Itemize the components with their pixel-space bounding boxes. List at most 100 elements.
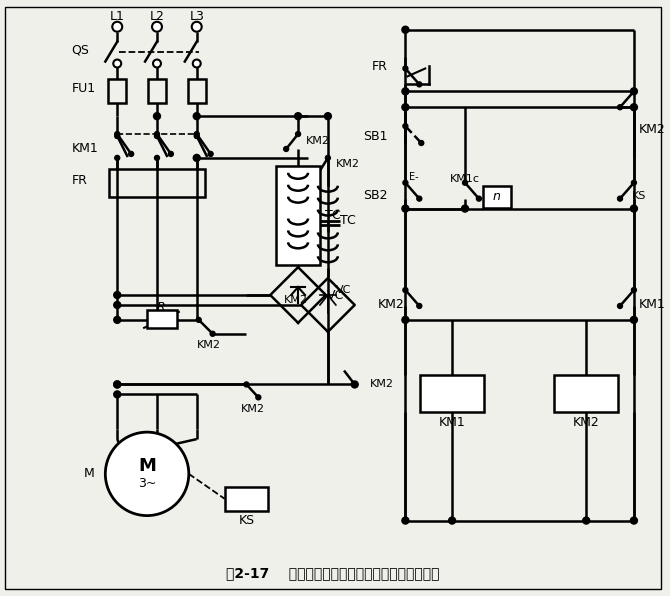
Text: L2: L2: [149, 10, 164, 23]
Bar: [224, 487, 268, 511]
Circle shape: [115, 156, 120, 160]
Circle shape: [476, 196, 482, 201]
Circle shape: [295, 113, 302, 120]
Circle shape: [114, 391, 121, 398]
Circle shape: [115, 134, 120, 138]
Circle shape: [114, 381, 121, 388]
Circle shape: [402, 517, 409, 524]
Circle shape: [129, 151, 133, 156]
Circle shape: [105, 432, 189, 516]
Text: 3~: 3~: [138, 477, 156, 491]
Text: KM2: KM2: [639, 123, 665, 135]
Circle shape: [155, 134, 159, 138]
Circle shape: [283, 147, 289, 151]
Bar: [420, 374, 484, 412]
Circle shape: [210, 331, 215, 336]
Circle shape: [114, 316, 121, 324]
Text: KM1: KM1: [72, 142, 98, 156]
Text: M: M: [84, 467, 94, 480]
Bar: [109, 169, 204, 197]
Circle shape: [403, 66, 408, 71]
Text: SB1: SB1: [363, 129, 387, 142]
Circle shape: [326, 156, 330, 160]
Circle shape: [631, 180, 636, 185]
Circle shape: [618, 303, 622, 309]
Text: KM2: KM2: [378, 299, 404, 312]
Circle shape: [583, 517, 590, 524]
Circle shape: [630, 104, 637, 111]
Circle shape: [113, 22, 122, 32]
Circle shape: [630, 316, 637, 324]
Circle shape: [462, 205, 468, 212]
Circle shape: [115, 132, 120, 136]
Circle shape: [193, 154, 200, 162]
Circle shape: [152, 22, 162, 32]
Text: KM1: KM1: [439, 415, 466, 429]
Circle shape: [462, 180, 468, 185]
Text: 图2-17    以速度原则控制的单向能耗制动控制线路: 图2-17 以速度原则控制的单向能耗制动控制线路: [226, 566, 440, 581]
Circle shape: [155, 156, 159, 160]
Circle shape: [194, 132, 199, 136]
Text: E-: E-: [409, 172, 419, 182]
Text: FU1: FU1: [72, 82, 96, 95]
Circle shape: [630, 88, 637, 95]
Bar: [555, 374, 618, 412]
Text: KM2: KM2: [573, 415, 600, 429]
Bar: [188, 79, 206, 103]
Text: KS: KS: [239, 514, 255, 527]
Text: FR: FR: [72, 174, 87, 187]
Circle shape: [196, 318, 201, 322]
Bar: [147, 310, 177, 328]
Circle shape: [194, 156, 199, 160]
Circle shape: [618, 105, 622, 110]
Circle shape: [113, 60, 121, 67]
Text: n: n: [493, 190, 500, 203]
Circle shape: [168, 151, 174, 156]
Text: VC: VC: [327, 288, 344, 302]
Text: TC: TC: [325, 209, 341, 222]
Circle shape: [402, 104, 409, 111]
Circle shape: [403, 287, 408, 293]
Circle shape: [631, 89, 636, 94]
Circle shape: [114, 302, 121, 309]
Text: L3: L3: [190, 10, 204, 23]
Bar: [483, 186, 511, 207]
Text: KM2: KM2: [241, 404, 265, 414]
Bar: [276, 166, 320, 265]
Circle shape: [417, 82, 422, 87]
Circle shape: [153, 60, 161, 67]
Text: KM2: KM2: [306, 136, 330, 146]
Text: KM2: KM2: [284, 295, 308, 305]
Text: FR: FR: [372, 60, 387, 73]
Circle shape: [295, 132, 301, 136]
Circle shape: [208, 151, 213, 156]
Circle shape: [256, 395, 261, 400]
Text: VC: VC: [336, 285, 351, 295]
Circle shape: [351, 381, 358, 388]
Text: SB2: SB2: [363, 189, 387, 202]
Circle shape: [403, 180, 408, 185]
Circle shape: [324, 113, 332, 120]
Text: KM1: KM1: [639, 299, 665, 312]
Circle shape: [193, 60, 201, 67]
Text: M: M: [138, 457, 156, 475]
Bar: [109, 79, 126, 103]
Circle shape: [194, 134, 199, 138]
Circle shape: [402, 26, 409, 33]
Text: KM1c: KM1c: [450, 174, 480, 184]
Text: KM2: KM2: [370, 380, 393, 389]
Text: TC: TC: [340, 214, 356, 227]
Circle shape: [417, 196, 422, 201]
Text: KM2: KM2: [336, 159, 360, 169]
Circle shape: [631, 287, 636, 293]
Circle shape: [449, 517, 456, 524]
Circle shape: [114, 291, 121, 299]
Circle shape: [193, 113, 200, 120]
Text: QS: QS: [72, 43, 89, 56]
Text: R: R: [157, 302, 165, 315]
Text: KM2: KM2: [197, 340, 220, 350]
Circle shape: [402, 88, 409, 95]
Text: KS: KS: [632, 191, 646, 201]
Circle shape: [402, 316, 409, 324]
Circle shape: [419, 141, 423, 145]
